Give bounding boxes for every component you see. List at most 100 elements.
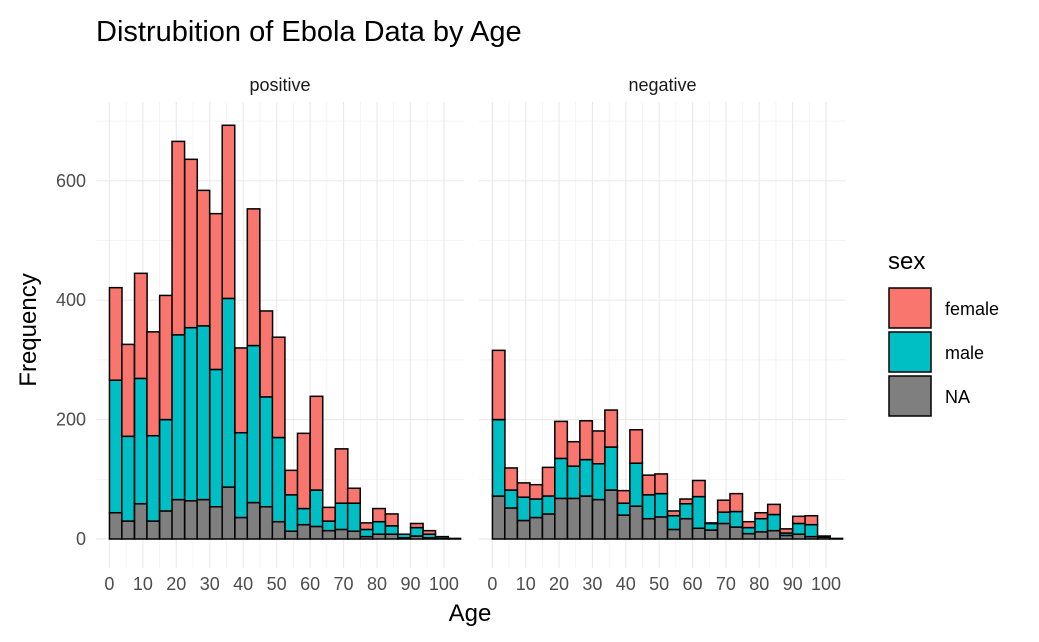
bar-negative-NA	[604, 489, 619, 540]
bar-positive-NA	[296, 523, 311, 540]
bar-negative-male	[604, 446, 619, 491]
bar-positive-male	[234, 431, 249, 519]
bar-positive-NA	[346, 530, 361, 540]
bar-negative-male	[554, 457, 569, 500]
bar-negative-female	[654, 473, 669, 495]
bar-positive-female	[158, 294, 173, 421]
x-tick-label: 10	[133, 574, 153, 594]
bar-positive-male	[334, 502, 349, 531]
bar-positive-NA	[321, 529, 336, 540]
y-tick-label: 200	[56, 410, 86, 430]
bar-positive-male	[372, 520, 387, 535]
bar-positive-female	[372, 507, 387, 523]
bar-positive-female	[196, 189, 211, 327]
bar-negative-female	[804, 514, 819, 526]
bar-negative-NA	[579, 495, 594, 540]
bar-positive-male	[133, 377, 148, 505]
x-tick-label: 50	[267, 574, 287, 594]
bar-positive-male	[271, 436, 286, 523]
legend: sex female male NA	[888, 248, 999, 417]
bar-positive-NA	[158, 510, 173, 540]
bar-positive-male	[183, 326, 199, 502]
bar-positive-female	[384, 513, 399, 527]
x-tick-label: 0	[487, 574, 497, 594]
bar-negative-female	[741, 520, 756, 529]
bar-positive-NA	[171, 498, 186, 540]
bar-negative-male	[766, 513, 781, 532]
x-tick-label: 50	[649, 574, 669, 594]
facet-label: positive	[249, 75, 310, 95]
y-tick-label: 400	[56, 290, 86, 310]
x-tick-label: 90	[400, 574, 420, 594]
bar-positive-female	[309, 395, 324, 491]
y-axis-title: Frequency	[15, 273, 42, 386]
bar-negative-male	[579, 458, 594, 497]
bar-negative-male	[666, 514, 681, 531]
x-tick-label: 30	[200, 574, 220, 594]
bar-negative-female	[491, 349, 506, 421]
bar-positive-NA	[146, 520, 161, 540]
bar-negative-female	[766, 503, 781, 516]
bar-negative-female	[604, 409, 619, 448]
x-axis-title: Age	[449, 600, 492, 627]
bar-negative-male	[616, 502, 631, 516]
bar-negative-male	[591, 463, 606, 501]
x-tick-label: 80	[749, 574, 769, 594]
bar-negative-male	[716, 511, 731, 525]
panel-positive: positive 0 10 20 30 40 50 60 70 80 90 100	[96, 75, 464, 594]
bar-negative-male	[679, 503, 694, 520]
bar-negative-NA	[691, 527, 706, 540]
bar-negative-female	[779, 528, 794, 534]
bar-positive-NA	[246, 501, 261, 540]
bar-positive-male	[447, 537, 462, 540]
bar-negative-female	[566, 440, 581, 467]
x-tick-label: 100	[811, 574, 841, 594]
bar-positive-male	[321, 520, 336, 532]
bar-positive-female	[346, 487, 361, 504]
bar-negative-NA	[554, 497, 569, 540]
chart-title: Distrubition of Ebola Data by Age	[96, 16, 522, 48]
bar-negative-male	[629, 462, 644, 507]
bar-negative-male	[529, 498, 544, 519]
bar-positive-male	[409, 526, 424, 537]
bar-negative-NA	[679, 517, 694, 540]
bar-negative-NA	[754, 531, 769, 540]
bar-negative-male	[704, 522, 719, 531]
bar-negative-male	[804, 523, 819, 538]
bar-positive-female	[271, 336, 286, 439]
x-tick-label: 20	[549, 574, 569, 594]
bar-negative-NA	[491, 495, 506, 540]
bar-negative-male	[504, 489, 519, 509]
bar-positive-female	[234, 347, 249, 434]
bar-negative-male	[491, 418, 506, 497]
bar-positive-female	[334, 448, 349, 504]
bar-negative-male	[754, 517, 769, 533]
bar-negative-female	[666, 510, 681, 517]
bar-positive-NA	[309, 525, 324, 540]
legend-key-female	[888, 287, 932, 329]
bar-negative-female	[679, 498, 694, 505]
x-tick-label: 40	[233, 574, 253, 594]
bar-positive-NA	[209, 506, 224, 540]
legend-label-female: female	[945, 299, 999, 319]
bar-positive-male	[121, 435, 136, 522]
bar-negative-female	[704, 522, 719, 525]
x-tick-label: 80	[367, 574, 387, 594]
bar-negative-female	[579, 420, 594, 461]
bar-positive-female	[133, 272, 148, 380]
bar-positive-NA	[259, 506, 274, 540]
bar-positive-female	[259, 310, 274, 398]
bar-negative-NA	[629, 505, 644, 540]
x-tick-label: 40	[616, 574, 636, 594]
bar-negative-NA	[741, 532, 756, 540]
legend-title: sex	[888, 248, 925, 275]
bar-negative-NA	[729, 526, 744, 540]
bar-positive-female	[209, 212, 224, 371]
x-tick-label: 60	[300, 574, 320, 594]
x-tick-label: 90	[783, 574, 803, 594]
bar-negative-male	[516, 496, 531, 522]
bar-positive-NA	[221, 486, 236, 540]
bar-negative-female	[504, 467, 519, 491]
bar-positive-male	[359, 528, 374, 538]
bar-positive-female	[146, 331, 161, 437]
